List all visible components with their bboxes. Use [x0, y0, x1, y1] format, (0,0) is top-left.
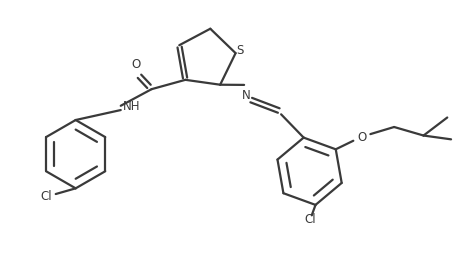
Text: O: O — [357, 131, 366, 144]
Text: O: O — [131, 57, 141, 70]
Text: N: N — [242, 89, 251, 102]
Text: Cl: Cl — [304, 213, 316, 226]
Text: Cl: Cl — [40, 190, 52, 203]
Text: NH: NH — [122, 100, 140, 113]
Text: S: S — [237, 44, 244, 57]
